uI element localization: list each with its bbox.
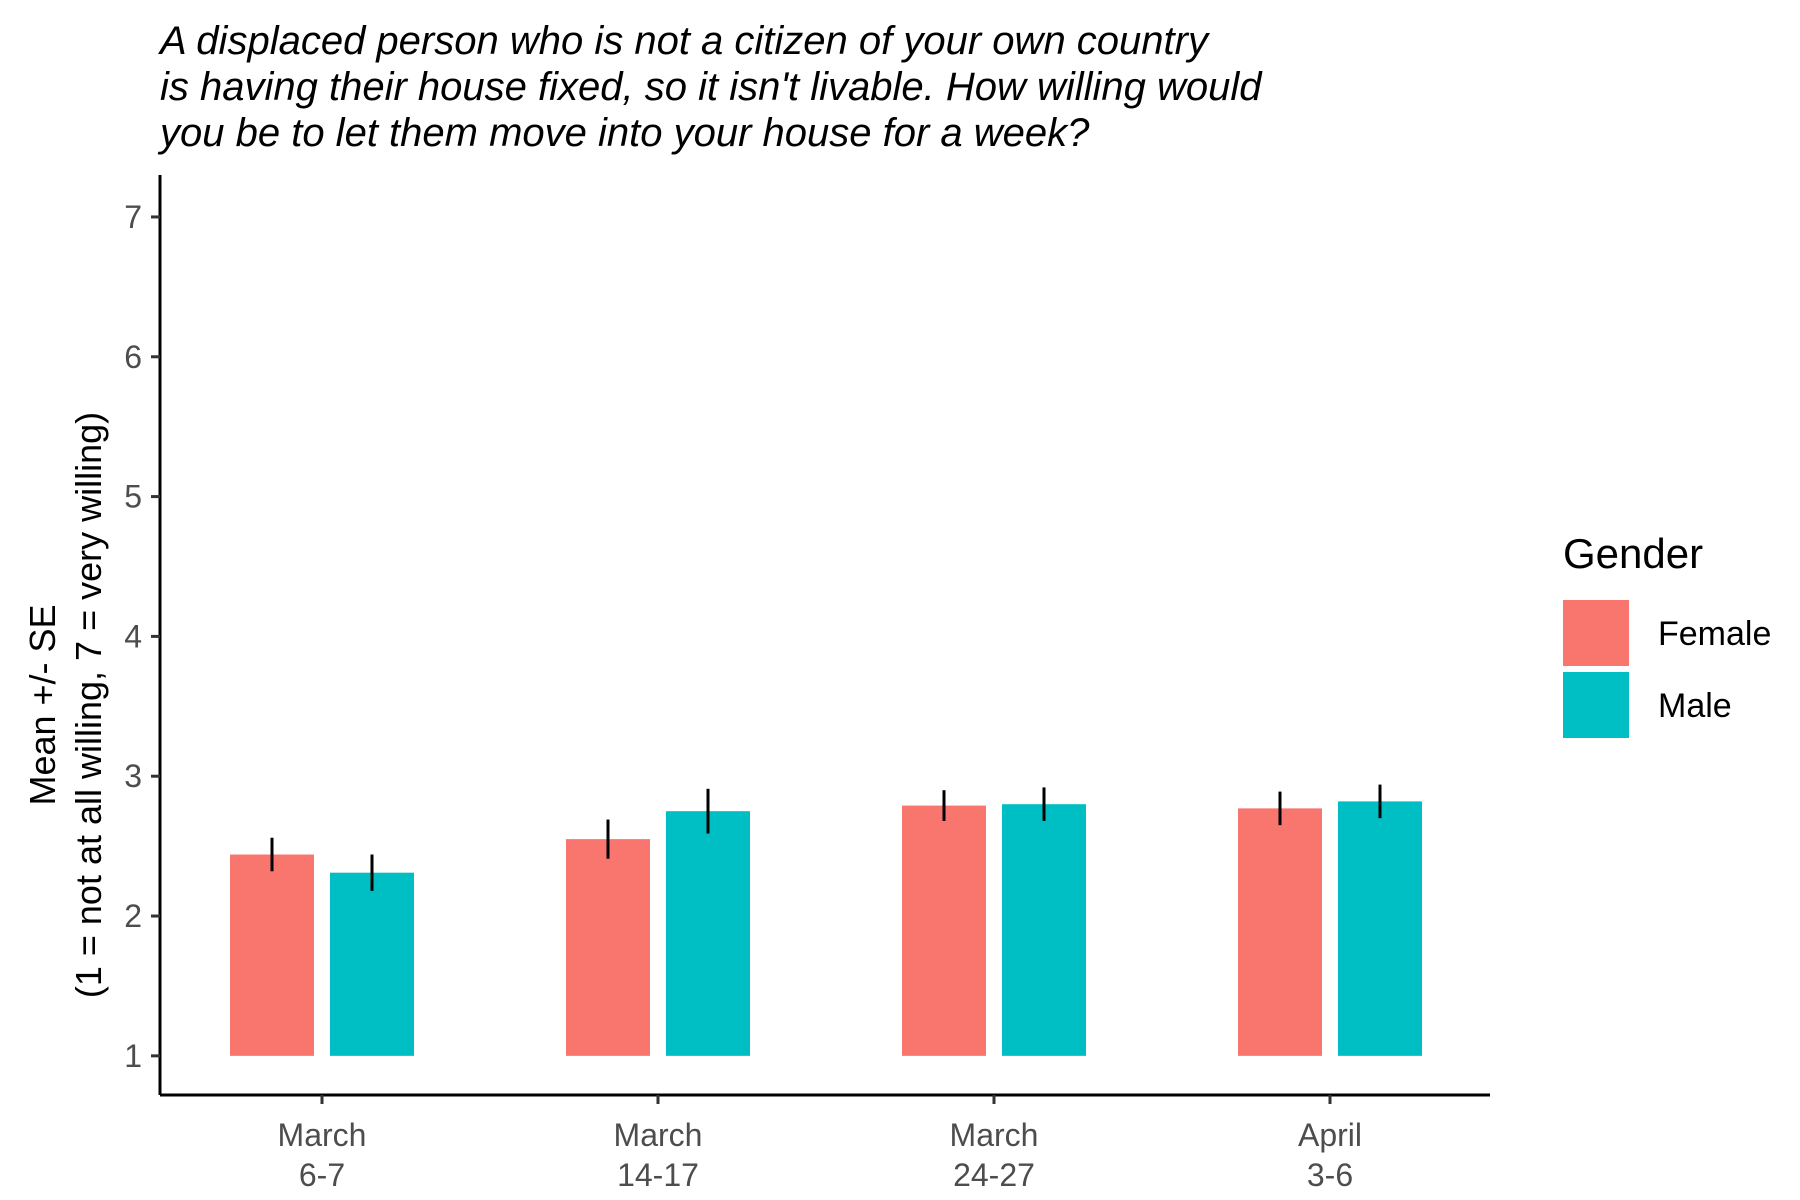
y-tick-label: 4 (124, 618, 142, 654)
legend-title: Gender (1563, 530, 1703, 577)
y-tick-label: 1 (124, 1038, 142, 1074)
bar-female-2 (902, 805, 986, 1056)
x-tick-label: 24-27 (953, 1157, 1035, 1193)
bar-female-1 (566, 839, 650, 1056)
bar-male-0 (330, 872, 414, 1056)
x-tick-label: 3-6 (1307, 1157, 1353, 1193)
legend-swatch-male (1563, 672, 1629, 738)
bar-male-1 (666, 811, 750, 1056)
bar-female-3 (1238, 808, 1322, 1056)
x-tick-label: April (1298, 1117, 1362, 1153)
chart-title-line: is having their house fixed, so it isn't… (160, 65, 1263, 109)
y-tick-label: 2 (124, 898, 142, 934)
legend-swatch-female (1563, 600, 1629, 666)
bar-female-0 (230, 854, 314, 1056)
y-tick-label: 5 (124, 479, 142, 515)
legend-label-male: Male (1658, 687, 1732, 725)
plot-area (230, 784, 1422, 1056)
x-tick-label: March (950, 1117, 1039, 1153)
chart-title-line: you be to let them move into your house … (157, 111, 1090, 155)
axes: 1 2 3 4 5 6 7 March 6-7 March 14-17 March 24-27 April… (124, 175, 1490, 1193)
y-axis-title-line: (1 = not at all willing, 7 = very willin… (68, 412, 109, 998)
x-tick-label: March (614, 1117, 703, 1153)
chart-title: A displaced person who is not a citizen … (157, 19, 1263, 155)
y-axis-title: Mean +/- SE (1 = not at all willing, 7 = … (22, 412, 109, 998)
legend: Gender Female Male (1563, 530, 1771, 738)
y-tick-label: 3 (124, 758, 142, 794)
x-tick-label: March (278, 1117, 367, 1153)
x-tick-label: 6-7 (299, 1157, 345, 1193)
x-tick-label: 14-17 (617, 1157, 699, 1193)
y-tick-label: 7 (124, 199, 142, 235)
y-axis-title-line: Mean +/- SE (22, 604, 63, 805)
chart-title-line: A displaced person who is not a citizen … (158, 19, 1211, 63)
bar-male-2 (1002, 804, 1086, 1056)
legend-label-female: Female (1658, 615, 1771, 653)
y-tick-label: 6 (124, 339, 142, 375)
bar-male-3 (1338, 801, 1422, 1056)
